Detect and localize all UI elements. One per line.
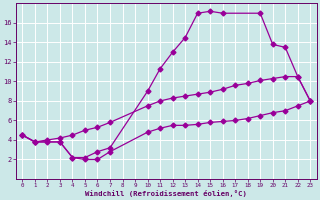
X-axis label: Windchill (Refroidissement éolien,°C): Windchill (Refroidissement éolien,°C) (85, 190, 247, 197)
